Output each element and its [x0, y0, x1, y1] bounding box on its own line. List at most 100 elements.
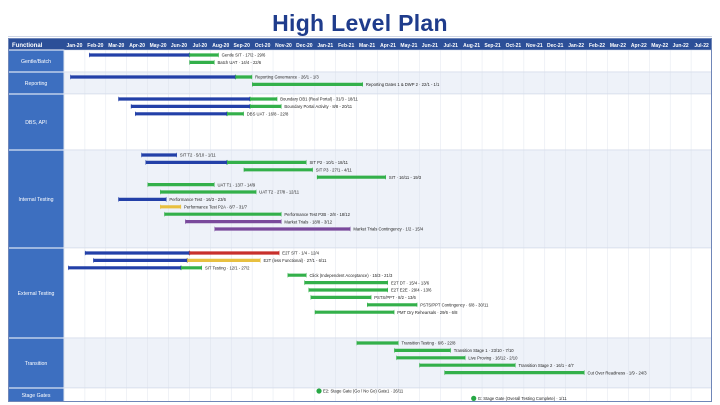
task-start-marker — [235, 74, 238, 80]
title-divider — [8, 36, 712, 37]
month-label: Mar-21 — [359, 43, 375, 49]
month-label: Apr-21 — [380, 43, 396, 49]
swimlane-name: Stage Gates — [22, 393, 51, 399]
month-label: Jan-20 — [67, 43, 83, 49]
task-end-marker — [383, 174, 386, 180]
task-start-marker — [227, 159, 230, 165]
task-bar — [118, 197, 167, 201]
task-bar — [227, 112, 244, 116]
task-start-marker — [252, 81, 255, 87]
task-start-marker — [444, 370, 447, 376]
task-end-marker — [233, 74, 236, 80]
task-label: Transition Testing · 6/6 - 22/8 — [401, 341, 456, 346]
task-bar — [227, 160, 307, 164]
task-end-marker — [386, 287, 388, 293]
task-bar — [243, 168, 313, 172]
task-bar — [185, 220, 282, 224]
month-label: Oct-20 — [255, 43, 271, 49]
task-bar — [160, 205, 182, 209]
task-label: PMT Dry Rehearsals · 29/6 - 6/8 — [397, 310, 458, 315]
task-bar — [367, 303, 418, 307]
milestone-label: G: Stage Gate (Overall Testing Complete)… — [478, 396, 568, 401]
task-start-marker — [147, 182, 150, 188]
task-label: SIT P3 · 27/1 - 4/11 — [316, 168, 353, 173]
task-start-marker — [227, 111, 230, 117]
swimlane-name: Reporting — [25, 81, 48, 87]
task-start-marker — [145, 159, 148, 165]
task-end-marker — [248, 103, 251, 109]
task-bar — [135, 112, 228, 116]
task-bar — [181, 266, 202, 270]
task-bar — [141, 153, 177, 157]
task-bar — [145, 160, 228, 164]
task-end-marker — [187, 52, 190, 58]
task-start-marker — [84, 250, 87, 256]
task-end-marker — [582, 370, 585, 376]
month-label: Oct-21 — [506, 43, 522, 49]
month-label: Jul-20 — [193, 43, 208, 49]
task-bar — [250, 97, 278, 101]
task-label: Performance Test P2A · 8/7 - 31/7 — [184, 205, 248, 210]
swimlane-name: Internal Testing — [18, 197, 53, 203]
task-label: PSTS/PPT · 8/2 - 13/6 — [374, 295, 416, 300]
month-label: Jan-21 — [317, 43, 333, 49]
task-bar — [252, 82, 363, 86]
task-label: Market Trials Contingency · 1/2 - 15/4 — [353, 227, 423, 232]
task-label: Transition Stage 2 · 16/1 - 4/7 — [519, 363, 575, 368]
task-start-marker — [396, 355, 399, 361]
task-start-marker — [356, 340, 359, 346]
task-label: Reporting Governance · 26/1 - 1/3 — [255, 75, 319, 80]
task-start-marker — [181, 265, 184, 271]
task-bar — [356, 341, 399, 345]
task-start-marker — [70, 74, 73, 80]
task-bar — [93, 258, 188, 262]
task-end-marker — [392, 309, 395, 315]
task-bar — [89, 53, 190, 57]
task-end-marker — [241, 111, 244, 117]
task-end-marker — [277, 250, 280, 256]
month-label: Jan-22 — [568, 43, 584, 49]
task-bar — [189, 251, 280, 255]
month-label: Sep-20 — [233, 43, 250, 49]
task-bar — [419, 363, 516, 367]
task-start-marker — [68, 265, 71, 271]
task-bar — [304, 281, 388, 285]
task-end-marker — [304, 272, 307, 278]
task-label: E2T S/T · 1/4 - 12/4 — [282, 251, 319, 256]
task-end-marker — [415, 302, 418, 308]
month-label: Jun-21 — [422, 43, 438, 49]
task-label: E2T DT · 15/4 - 13/6 — [391, 280, 430, 285]
task-end-marker — [279, 219, 282, 225]
task-start-marker — [243, 167, 246, 173]
task-start-marker — [214, 226, 217, 232]
month-label: Sep-21 — [484, 43, 501, 49]
month-label: Jun-22 — [673, 43, 689, 49]
swimlane-name: Transition — [25, 361, 48, 367]
task-bar — [187, 258, 261, 262]
task-start-marker — [314, 309, 317, 315]
task-start-marker — [185, 219, 188, 225]
month-label: May-21 — [400, 43, 417, 49]
milestone-marker — [471, 395, 477, 401]
task-end-marker — [360, 81, 363, 87]
month-label: Feb-21 — [338, 43, 354, 49]
task-label: Performance Test · 16/3 - 23/6 — [169, 197, 226, 202]
task-start-marker — [93, 257, 96, 263]
task-bar — [310, 295, 372, 299]
task-bar — [164, 212, 282, 216]
task-end-marker — [304, 159, 307, 165]
task-start-marker — [287, 272, 290, 278]
timeline-header — [8, 38, 712, 50]
task-label: E2T (less Functional) · 27/1 - 6/11 — [263, 258, 327, 263]
month-label: Jun-20 — [171, 43, 187, 49]
task-bar — [250, 104, 282, 108]
task-start-marker — [187, 257, 190, 263]
task-bar — [84, 251, 190, 255]
task-bar — [287, 273, 307, 277]
swimlane-band — [63, 149, 712, 249]
task-end-marker — [179, 265, 182, 271]
month-label: Feb-20 — [87, 43, 103, 49]
task-end-marker — [310, 167, 313, 173]
task-label: SIT T2 · 5/10 - 1/11 — [180, 153, 217, 158]
